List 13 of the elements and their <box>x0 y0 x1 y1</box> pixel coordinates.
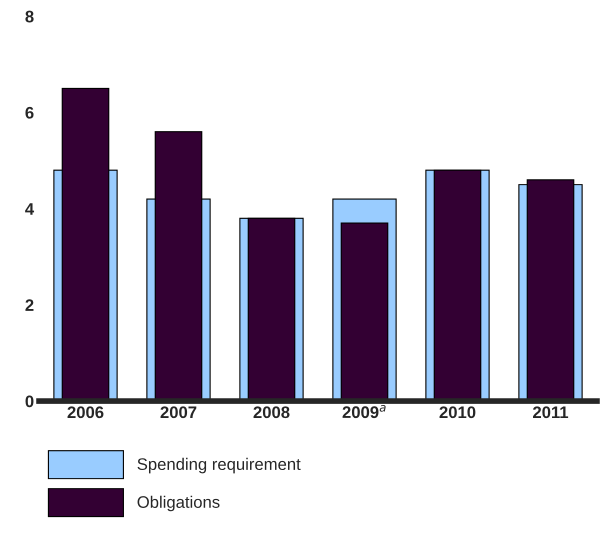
y-tick-label: 6 <box>25 106 34 119</box>
y-tick-label: 4 <box>25 203 34 215</box>
legend-label: Spending requirement <box>138 458 301 474</box>
y-tick-label: 0 <box>26 395 34 408</box>
x-tick-label: 2006 <box>68 406 104 418</box>
y-tick-label: 8 <box>25 10 34 22</box>
x-tick-label: 2009$^{a}$ <box>342 405 386 418</box>
legend-label: Obligations <box>138 496 220 512</box>
x-tick-label: 2010 <box>440 406 476 418</box>
y-tick-label: 2 <box>25 299 34 311</box>
x-tick-label: 2007 <box>160 406 196 418</box>
x-tick-label: 2008 <box>254 406 290 418</box>
x-tick-label: 2011 <box>533 406 568 418</box>
